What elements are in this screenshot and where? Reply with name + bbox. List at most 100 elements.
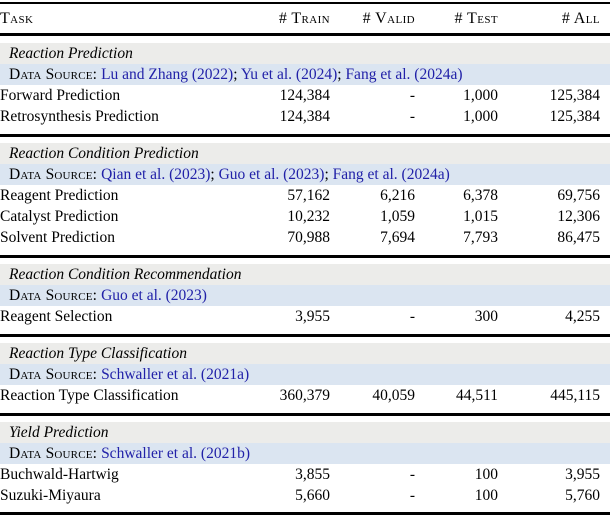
section-title-row: Reaction Prediction [0,43,610,64]
all-cell: 445,115 [550,386,600,404]
train-cell: 70,988 [287,228,330,246]
citation-separator: ; [337,65,346,83]
section-title: Reaction Prediction [0,43,610,64]
data-source-label: Data Source: [9,165,98,183]
section-title-row: Reaction Condition Prediction [0,143,610,164]
train-cell: 360,379 [279,386,330,404]
citation-link[interactable]: Fang et al. (2024a) [345,65,463,83]
rule-line [0,33,610,36]
valid-cell: - [409,86,415,104]
citation-link[interactable]: Schwaller et al. (2021b) [101,444,250,462]
table-row: Suzuki-Miyaura 5,660 - 100 5,760 [0,485,610,506]
test-cell: 100 [474,486,498,504]
citation-link[interactable]: Lu and Zhang (2022) [101,65,234,83]
section-title-row: Yield Prediction [0,422,610,443]
citation-separator: ; [233,65,241,83]
table-row: Buchwald-Hartwig 3,855 - 100 3,955 [0,464,610,485]
table-row: Reaction Type Classification 360,379 40,… [0,385,610,406]
task-cell: Reagent Selection [0,307,113,325]
citation-link[interactable]: Qian et al. (2023) [101,165,211,183]
table-row: Solvent Prediction 70,988 7,694 7,793 86… [0,227,610,248]
rule-line [0,413,610,416]
train-cell: 57,162 [287,186,330,204]
test-cell: 6,378 [463,186,498,204]
data-source-label: Data Source: [9,444,98,462]
all-cell: 3,955 [565,465,600,483]
citation-link[interactable]: Guo et al. (2023) [218,165,325,183]
table-head: Task # Train # Valid # Test # All [0,2,610,43]
task-cell: Solvent Prediction [0,228,115,246]
column-header-task: Task [0,9,34,27]
section-reaction-condition-prediction: Reaction Condition Prediction Data Sourc… [0,143,610,264]
section-title: Reaction Type Classification [0,343,610,364]
all-cell: 4,255 [565,307,600,325]
all-cell: 5,760 [565,486,600,504]
test-cell: 1,000 [463,86,498,104]
valid-cell: - [409,465,415,483]
task-cell: Reaction Type Classification [0,386,179,404]
citation-link[interactable]: Schwaller et al. (2021a) [101,365,250,383]
test-cell: 100 [474,465,498,483]
citation-link[interactable]: Yu et al. (2024) [240,65,338,83]
citation-link[interactable]: Guo et al. (2023) [101,286,207,304]
table-row: Forward Prediction 124,384 - 1,000 125,3… [0,85,610,106]
rule-line [0,2,610,4]
data-source-label: Data Source: [9,65,98,83]
data-source-row: Data Source: Schwaller et al. (2021a) [0,364,610,385]
valid-cell: - [409,486,415,504]
section-title-row: Reaction Condition Recommendation [0,264,610,285]
section-reaction-condition-recommendation: Reaction Condition Recommendation Data S… [0,264,610,343]
train-cell: 3,955 [295,307,330,325]
section-title: Reaction Condition Prediction [0,143,610,164]
rule-line [0,134,610,137]
data-source-label: Data Source: [9,365,98,383]
train-cell: 5,660 [295,486,330,504]
all-cell: 69,756 [557,186,600,204]
column-header-all: # All [561,9,600,27]
all-cell: 125,384 [549,86,600,104]
train-cell: 124,384 [279,86,330,104]
section-title: Reaction Condition Recommendation [0,264,610,285]
valid-cell: 40,059 [372,386,415,404]
task-cell: Reagent Prediction [0,186,119,204]
task-cell: Suzuki-Miyaura [0,486,101,504]
section-title: Yield Prediction [0,422,610,443]
column-header-valid: # Valid [362,9,415,27]
section-rule [0,327,610,343]
task-cell: Forward Prediction [0,86,121,104]
rule-line [0,255,610,258]
all-cell: 125,384 [549,107,600,125]
column-header-train: # Train [278,9,330,27]
table-row: Reagent Selection 3,955 - 300 4,255 [0,306,610,327]
train-cell: 124,384 [279,107,330,125]
column-header-test: # Test [454,9,498,27]
table-row: Catalyst Prediction 10,232 1,059 1,015 1… [0,206,610,227]
all-cell: 12,306 [557,207,600,225]
citation-link[interactable]: Fang et al. (2024a) [332,165,450,183]
header-row: Task # Train # Valid # Test # All [0,4,610,33]
valid-cell: 6,216 [380,186,415,204]
table-row: Retrosynthesis Prediction 124,384 - 1,00… [0,106,610,127]
task-cell: Catalyst Prediction [0,207,119,225]
citation-separator: ; [324,165,333,183]
section-title-row: Reaction Type Classification [0,343,610,364]
test-cell: 1,015 [463,207,498,225]
all-cell: 86,475 [557,228,600,246]
data-source-row: Data Source: Guo et al. (2023) [0,285,610,306]
data-source-row: Data Source: Qian et al. (2023); Guo et … [0,164,610,185]
top-rule [0,2,610,4]
citation-separator: ; [210,165,219,183]
data-source-row: Data Source: Lu and Zhang (2022); Yu et … [0,64,610,85]
train-cell: 3,855 [295,465,330,483]
valid-cell: - [409,307,415,325]
task-cell: Buchwald-Hartwig [0,465,119,483]
test-cell: 300 [474,307,498,325]
header-rule [0,33,610,43]
section-rule [0,127,610,143]
section-reaction-prediction: Reaction Prediction Data Source: Lu and … [0,43,610,143]
data-source-label: Data Source: [9,286,98,304]
valid-cell: 1,059 [380,207,415,225]
section-yield-prediction: Yield Prediction Data Source: Schwaller … [0,422,610,515]
section-rule [0,248,610,264]
